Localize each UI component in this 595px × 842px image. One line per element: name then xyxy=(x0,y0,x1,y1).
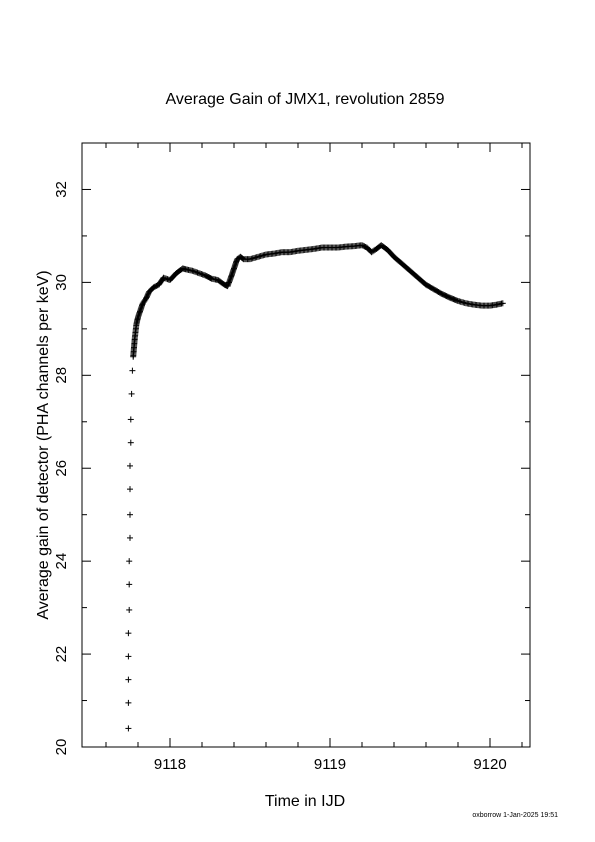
data-point xyxy=(499,300,506,307)
data-point xyxy=(126,606,133,613)
data-point xyxy=(126,558,133,565)
x-tick-label: 9120 xyxy=(473,756,506,773)
data-point xyxy=(127,416,134,423)
data-point xyxy=(126,581,133,588)
y-tick-label: 20 xyxy=(53,739,70,756)
x-axis-label: Time in IJD xyxy=(265,793,345,810)
data-points xyxy=(125,242,506,732)
data-point xyxy=(125,630,132,637)
x-tick-label: 9118 xyxy=(154,756,186,773)
y-tick-label: 22 xyxy=(53,646,70,663)
x-axis: 9118 9119 9120 xyxy=(105,143,523,773)
y-tick-label: 32 xyxy=(53,181,70,198)
data-point xyxy=(129,367,136,374)
chart-title: Average Gain of JMX1, revolution 2859 xyxy=(166,91,445,108)
y-tick-label: 24 xyxy=(53,553,70,570)
data-point xyxy=(127,462,133,469)
y-tick-label: 28 xyxy=(53,367,70,384)
data-point xyxy=(127,486,133,493)
y-tick-label: 30 xyxy=(53,274,70,291)
data-point xyxy=(127,439,134,446)
y-axis-label: Average gain of detector (PHA channels p… xyxy=(35,270,52,619)
data-point xyxy=(128,390,135,397)
x-tick-label: 9119 xyxy=(314,756,346,773)
data-point xyxy=(127,534,133,541)
footer-credit: oxborrow 1-Jan-2025 19:51 xyxy=(472,812,558,819)
data-point xyxy=(125,676,132,683)
data-point xyxy=(125,653,132,660)
data-point xyxy=(127,511,133,518)
plot-frame xyxy=(81,142,531,748)
y-axis: 20 22 24 26 28 30 32 xyxy=(53,142,530,756)
data-point xyxy=(125,699,132,706)
data-point xyxy=(125,725,132,732)
y-tick-label: 26 xyxy=(53,460,70,477)
